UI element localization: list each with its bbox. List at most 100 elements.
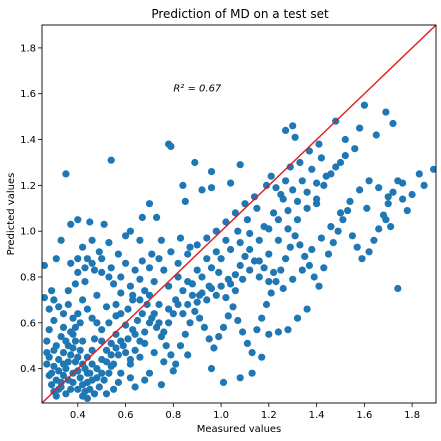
data-point <box>174 259 182 267</box>
data-point <box>339 216 347 224</box>
data-point <box>246 266 254 274</box>
data-point <box>114 351 122 359</box>
data-point <box>365 177 373 185</box>
data-point <box>81 278 89 286</box>
data-point <box>112 330 120 338</box>
data-point <box>117 337 125 345</box>
data-point <box>93 365 101 373</box>
data-point <box>176 342 185 350</box>
data-point <box>179 287 187 295</box>
data-point <box>227 280 235 288</box>
data-point <box>236 374 244 382</box>
x-tick-label: 0.4 <box>70 410 86 421</box>
identity-reference-line <box>42 25 436 403</box>
data-point <box>43 337 51 345</box>
data-point <box>303 305 311 313</box>
data-point <box>258 314 266 322</box>
data-point <box>217 282 225 290</box>
y-tick-label: 0.4 <box>20 364 36 375</box>
data-point <box>52 376 60 384</box>
data-point <box>86 385 94 393</box>
data-point <box>102 303 111 311</box>
data-point <box>117 310 125 318</box>
data-point <box>124 305 132 313</box>
data-point <box>239 328 247 336</box>
data-point <box>98 326 106 334</box>
data-point <box>136 337 144 345</box>
data-point <box>430 165 436 173</box>
data-point <box>138 257 146 265</box>
data-point <box>279 284 287 293</box>
data-point <box>231 209 239 217</box>
data-point <box>246 245 254 254</box>
data-point <box>129 291 137 299</box>
data-point <box>334 227 342 235</box>
data-point <box>298 266 306 274</box>
data-point <box>69 314 77 322</box>
data-point <box>415 170 423 178</box>
data-point <box>126 355 134 364</box>
data-point <box>59 323 68 331</box>
data-point <box>88 236 96 244</box>
data-point <box>169 310 177 318</box>
data-point <box>272 278 280 286</box>
data-point <box>43 360 51 368</box>
data-point <box>255 236 263 244</box>
data-point <box>64 300 72 309</box>
data-point <box>74 353 82 361</box>
data-point <box>110 360 118 368</box>
data-point <box>313 195 321 203</box>
data-point <box>363 204 371 212</box>
data-point <box>98 369 106 377</box>
data-point <box>336 158 345 167</box>
data-point <box>234 227 242 235</box>
data-point <box>403 207 411 215</box>
data-point <box>262 181 271 189</box>
data-point <box>150 349 158 357</box>
data-point <box>55 303 63 311</box>
data-point <box>42 294 48 302</box>
data-point <box>205 335 213 343</box>
data-point <box>265 250 273 258</box>
data-point <box>83 369 91 377</box>
data-point <box>93 319 101 327</box>
data-point <box>45 305 53 313</box>
data-point <box>265 330 273 338</box>
data-point <box>382 108 390 116</box>
data-point <box>217 255 225 263</box>
data-point <box>329 239 337 247</box>
data-point <box>145 264 154 272</box>
data-point <box>212 248 220 256</box>
y-tick-label: 1.6 <box>20 89 36 100</box>
data-point <box>112 300 120 309</box>
data-point <box>86 218 94 226</box>
data-point <box>136 353 144 361</box>
data-point <box>274 328 282 336</box>
data-point <box>160 328 168 336</box>
data-point <box>231 271 239 279</box>
data-point <box>145 369 154 377</box>
data-point <box>74 255 82 263</box>
data-point <box>239 275 247 283</box>
data-point <box>224 312 232 320</box>
data-point <box>153 213 161 221</box>
data-point <box>52 255 60 263</box>
data-point <box>114 378 122 386</box>
data-point <box>169 367 177 375</box>
data-point <box>274 216 282 224</box>
data-point <box>122 349 130 357</box>
data-point <box>48 287 56 295</box>
data-point <box>102 346 111 354</box>
data-point <box>45 353 53 361</box>
data-point <box>236 239 244 247</box>
data-point <box>62 337 70 345</box>
x-tick-label: 0.6 <box>118 410 134 421</box>
plot-frame <box>41 24 437 404</box>
data-point <box>260 264 268 272</box>
data-point <box>150 310 158 318</box>
data-point <box>155 255 163 263</box>
data-point <box>167 351 175 359</box>
data-point <box>282 255 290 263</box>
data-point <box>155 319 163 327</box>
data-point <box>141 376 149 384</box>
